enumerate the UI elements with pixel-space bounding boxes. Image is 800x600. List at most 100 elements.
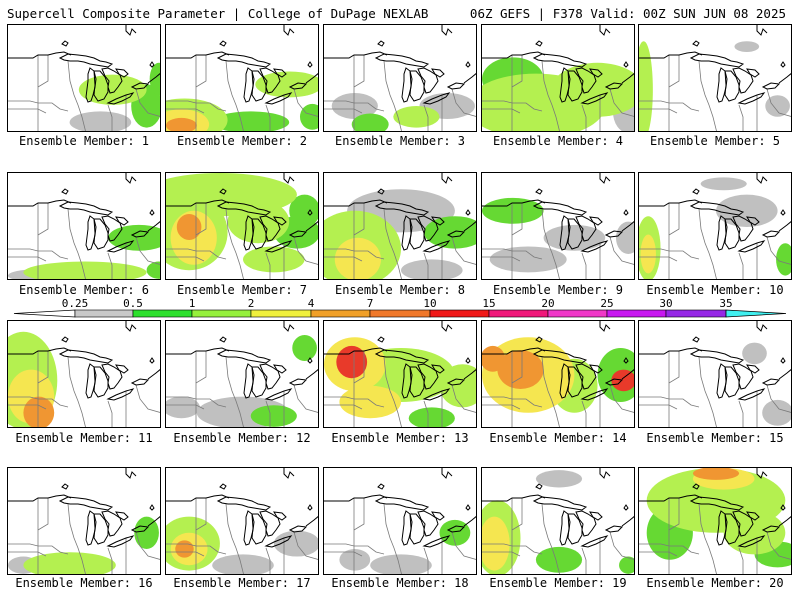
state-boundary (738, 400, 744, 427)
coastline (692, 40, 700, 47)
coastline (780, 357, 786, 364)
coastline (737, 535, 766, 548)
coastline (305, 369, 318, 380)
coastline (589, 68, 603, 78)
state-boundary (766, 531, 791, 560)
member-map-svg (8, 173, 160, 279)
coastline (446, 378, 466, 386)
coastline (441, 25, 453, 36)
state-boundary (293, 384, 318, 413)
coastline (61, 188, 69, 195)
coastline (58, 349, 114, 364)
scp-shading (255, 71, 318, 98)
coastline (115, 364, 129, 374)
state-boundary (225, 208, 244, 279)
state-boundary (353, 203, 365, 236)
scp-shading (535, 470, 583, 488)
ensemble-member-label: Ensemble Member: 1 (18, 134, 150, 148)
scp-shading (339, 549, 371, 571)
coastline (532, 496, 588, 511)
coastline (125, 321, 137, 332)
coastline (756, 468, 768, 479)
coastline (756, 25, 768, 36)
state-boundary (135, 88, 160, 117)
state-boundary (225, 60, 244, 131)
coastline (93, 218, 109, 250)
state-boundary (67, 503, 86, 574)
coastline (575, 363, 597, 390)
state-boundary (195, 351, 207, 384)
coastline (58, 496, 114, 511)
scp-shading (23, 552, 116, 574)
state-boundary (383, 60, 402, 131)
coastline (106, 388, 135, 401)
state-boundary (698, 356, 717, 427)
state-boundary (383, 208, 402, 279)
ensemble-member-label: Ensemble Member: 8 (334, 283, 466, 297)
coastline (482, 347, 546, 355)
coastline (259, 510, 281, 537)
scp-shading (762, 399, 791, 426)
coastline (374, 349, 430, 364)
scp-shading (692, 468, 740, 480)
legend-tick-label: 1 (188, 297, 196, 310)
coastline (273, 364, 287, 374)
coastline (166, 199, 230, 207)
coastline (567, 218, 583, 250)
coastline (401, 510, 413, 546)
scp-shading (108, 224, 160, 251)
state-boundary (37, 203, 49, 236)
ensemble-member-map-17 (165, 467, 319, 575)
scp-shading (69, 111, 132, 131)
coastline (166, 347, 230, 355)
coastline (780, 209, 786, 216)
legend-tick-label: 20 (541, 297, 555, 310)
coastline (283, 25, 295, 36)
state-boundary (639, 404, 678, 410)
coastline (273, 68, 287, 78)
coastline (732, 67, 754, 94)
ensemble-member-map-11 (7, 320, 161, 428)
coastline (130, 378, 150, 386)
coastline (431, 68, 445, 78)
coastline (621, 221, 634, 232)
coastline (737, 240, 766, 253)
coastline (259, 363, 281, 390)
ensemble-member-label: Ensemble Member: 15 (646, 431, 784, 445)
state-boundary (639, 248, 700, 260)
scp-shading (212, 554, 274, 574)
coastline (115, 216, 129, 226)
ensemble-member-label: Ensemble Member: 4 (492, 134, 624, 148)
coastline (324, 51, 388, 59)
coastline (599, 321, 611, 332)
coastline (761, 378, 781, 386)
coastline (746, 216, 760, 226)
legend-tick-label: 2 (247, 297, 255, 310)
coastline (604, 378, 624, 386)
color-scale-legend (13, 309, 787, 318)
ensemble-member-map-1 (7, 24, 161, 132)
state-boundary (225, 356, 244, 427)
coastline (305, 73, 318, 84)
coastline (243, 510, 255, 546)
state-boundary (423, 547, 429, 574)
ensemble-member-label: Ensemble Member: 5 (649, 134, 781, 148)
coastline (409, 366, 425, 398)
coastline (259, 67, 281, 94)
member-map-svg (166, 173, 318, 279)
coastline (422, 240, 451, 253)
coastline (761, 230, 781, 238)
coastline (288, 525, 308, 533)
scp-shading (776, 243, 791, 276)
coastline (732, 215, 754, 242)
ensemble-member-label: Ensemble Member: 7 (176, 283, 308, 297)
state-boundary (541, 356, 560, 427)
coastline (273, 511, 287, 521)
coastline (8, 199, 72, 207)
scp-shading (23, 396, 55, 427)
coastline (8, 51, 72, 59)
coastline (409, 218, 425, 250)
coastline (130, 230, 150, 238)
ensemble-member-label: Ensemble Member: 17 (173, 576, 311, 590)
state-boundary (541, 208, 560, 279)
